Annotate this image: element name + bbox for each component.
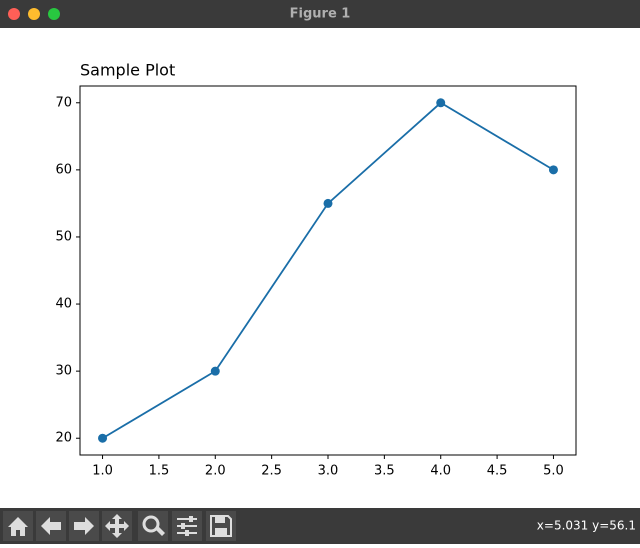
marker: [436, 98, 446, 108]
x-tick-label: 4.0: [430, 464, 451, 479]
pan-button[interactable]: [102, 511, 132, 541]
y-tick-label: 40: [55, 297, 72, 312]
configure-button[interactable]: [172, 511, 202, 541]
home-button[interactable]: [3, 511, 33, 541]
y-tick-label: 70: [55, 95, 72, 110]
marker: [323, 198, 333, 208]
save-button[interactable]: [206, 511, 236, 541]
minimize-button[interactable]: [28, 8, 40, 20]
back-button[interactable]: [36, 511, 66, 541]
x-tick-label: 3.0: [318, 464, 339, 479]
x-tick-label: 2.5: [261, 464, 282, 479]
x-tick-label: 3.5: [374, 464, 395, 479]
x-tick-label: 1.0: [92, 464, 113, 479]
chart-title: Sample Plot: [80, 61, 175, 80]
x-tick-label: 4.5: [487, 464, 508, 479]
x-tick-label: 1.5: [149, 464, 170, 479]
figure: [0, 28, 640, 508]
marker: [548, 165, 558, 175]
status-text: x=5.031 y=56.1: [537, 519, 636, 533]
x-tick-label: 2.0: [205, 464, 226, 479]
forward-button[interactable]: [69, 511, 99, 541]
marker: [98, 433, 108, 443]
zoom-tool-button[interactable]: [138, 511, 168, 541]
zoom-button[interactable]: [48, 8, 60, 20]
y-tick-label: 50: [55, 229, 72, 244]
close-button[interactable]: [8, 8, 20, 20]
marker: [210, 366, 220, 376]
y-tick-label: 20: [55, 431, 72, 446]
plot: Sample Plot 20 30 40 50 60 70 1.0 1.5 2.0 2.5 3.0 3.…: [55, 61, 577, 479]
window-title: Figure 1: [290, 7, 351, 22]
axes-frame: [79, 85, 577, 456]
title-bar: [0, 0, 640, 28]
y-tick-label: 60: [55, 162, 72, 177]
y-tick-label: 30: [55, 364, 72, 379]
x-tick-label: 5.0: [543, 464, 564, 479]
